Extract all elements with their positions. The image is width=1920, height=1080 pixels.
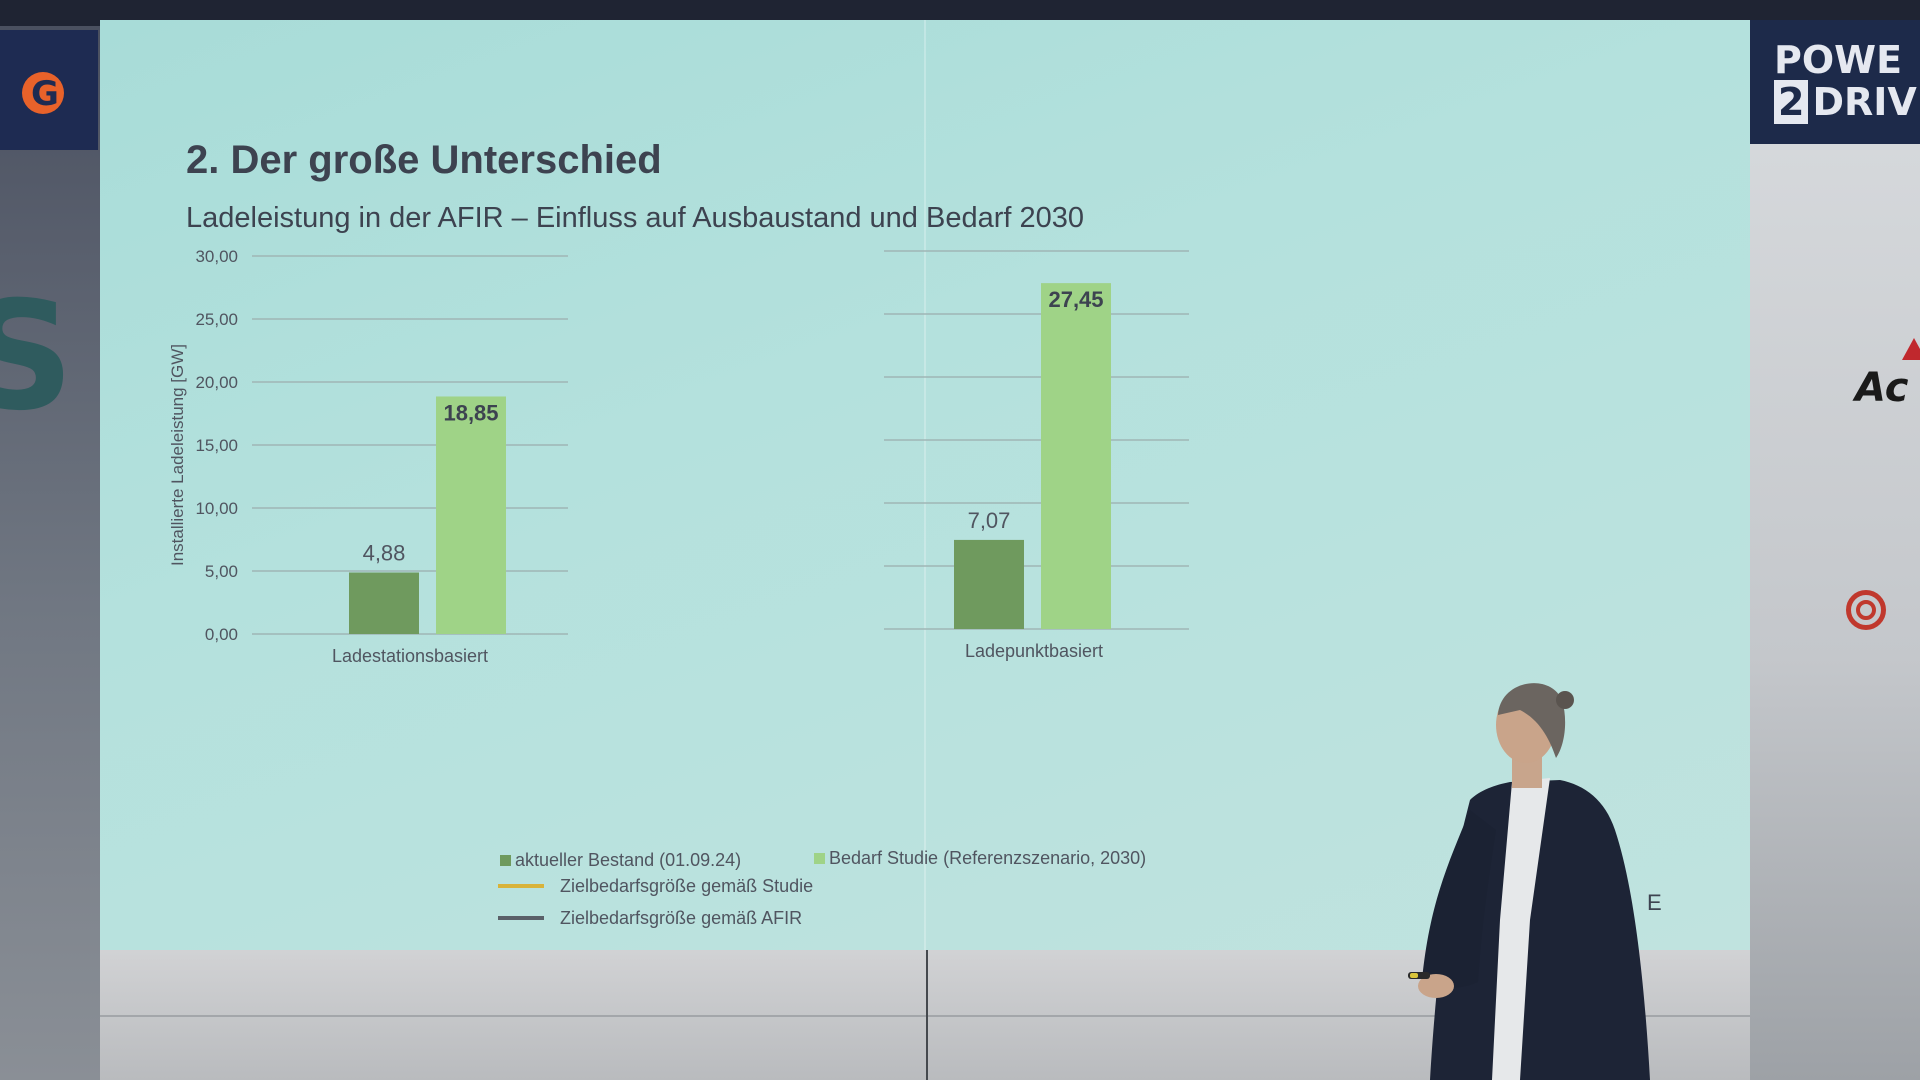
sponsor-ring-icon xyxy=(1846,590,1886,630)
right-sponsor-banner: POWE 2 DRIV xyxy=(1742,20,1920,144)
presenter-hand xyxy=(1418,974,1454,998)
data-label-bedarf: 27,45 xyxy=(1048,287,1103,312)
y-axis-label: Installierte Ladeleistung [GW] xyxy=(168,344,187,566)
presentation-slide: 2. Der große Unterschied Ladeleistung in… xyxy=(100,20,1750,950)
sponsor-ac-logo: Ac xyxy=(1855,365,1909,411)
legend-item-zielbedarf-studie: Zielbedarfsgröße gemäß Studie xyxy=(498,876,813,897)
data-label-bestand: 4,88 xyxy=(363,541,406,566)
left-wall xyxy=(0,26,100,1080)
sponsor-ring-inner-icon xyxy=(1856,600,1876,620)
legend-item-bestand: aktueller Bestand (01.09.24) xyxy=(500,850,741,871)
data-label-bedarf: 18,85 xyxy=(443,400,498,425)
sponsor-logo-letter: G xyxy=(31,74,59,114)
y-tick-label: 15,00 xyxy=(195,436,238,455)
sponsor-name-line2: 2 DRIV xyxy=(1774,80,1917,124)
y-tick-label: 10,00 xyxy=(195,499,238,518)
sponsor-logo-icon xyxy=(22,72,64,114)
presenter-hair xyxy=(1498,683,1566,758)
bar-bestand xyxy=(954,539,1024,629)
category-label: Ladestationsbasiert xyxy=(332,646,488,666)
y-tick-label: 25,00 xyxy=(195,310,238,329)
legend-item-zielbedarf-afir: Zielbedarfsgröße gemäß AFIR xyxy=(498,908,802,929)
legend-line-zielbedarf-afir xyxy=(498,916,544,920)
floor-divider xyxy=(926,946,928,1080)
presenter-shirt xyxy=(1492,778,1550,1080)
bar-bedarf xyxy=(1041,283,1111,629)
sponsor-badge: 2 xyxy=(1774,80,1809,124)
left-wall-letter: S xyxy=(0,270,75,444)
legend-label-bedarf: Bedarf Studie (Referenzszenario, 2030) xyxy=(829,848,1147,868)
legend-swatch-bedarf xyxy=(814,853,825,864)
legend-swatch-bestand xyxy=(500,855,511,866)
legend-label-zielbedarf-studie: Zielbedarfsgröße gemäß Studie xyxy=(560,876,814,896)
left-sponsor-banner: G xyxy=(0,30,98,150)
floor-line xyxy=(100,1015,1750,1017)
bar-bedarf xyxy=(436,396,506,634)
right-wall xyxy=(1742,26,1920,1080)
data-label-bestand: 7,07 xyxy=(968,508,1011,533)
presenter-clicker-light xyxy=(1410,973,1418,978)
chart-legend: aktueller Bestand (01.09.24) Bedarf Stud… xyxy=(496,828,1296,938)
y-tick-label: 0,00 xyxy=(205,625,238,644)
sponsor-name-line1: POWE xyxy=(1774,38,1903,82)
screen-seam xyxy=(924,20,926,950)
legend-item-bedarf: Bedarf Studie (Referenzszenario, 2030) xyxy=(814,848,1146,869)
category-label: Ladepunktbasiert xyxy=(965,641,1103,661)
y-tick-label: 30,00 xyxy=(195,247,238,266)
sponsor-name-line2-text: DRIV xyxy=(1812,80,1917,124)
slide-corner-mark: E xyxy=(1647,890,1662,915)
presenter-person xyxy=(1408,683,1650,1080)
bar-bestand xyxy=(349,572,419,634)
presenter-arm xyxy=(1422,810,1496,988)
legend-label-zielbedarf-afir: Zielbedarfsgröße gemäß AFIR xyxy=(560,908,803,928)
y-tick-label: 5,00 xyxy=(205,562,238,581)
sponsor-triangle-icon xyxy=(1902,338,1920,360)
legend-label-bestand: aktueller Bestand (01.09.24) xyxy=(515,850,742,870)
slide-title: 2. Der große Unterschied xyxy=(186,138,662,182)
slide-subtitle: Ladeleistung in der AFIR – Einfluss auf … xyxy=(186,202,1085,234)
y-tick-label: 20,00 xyxy=(195,373,238,392)
presenter-hair-bun xyxy=(1556,691,1574,709)
bar-chart: 0,00 5,00 10,00 15,00 20,00 25,00 30,00 Install… xyxy=(168,247,1189,666)
legend-line-zielbedarf-studie xyxy=(498,884,544,888)
